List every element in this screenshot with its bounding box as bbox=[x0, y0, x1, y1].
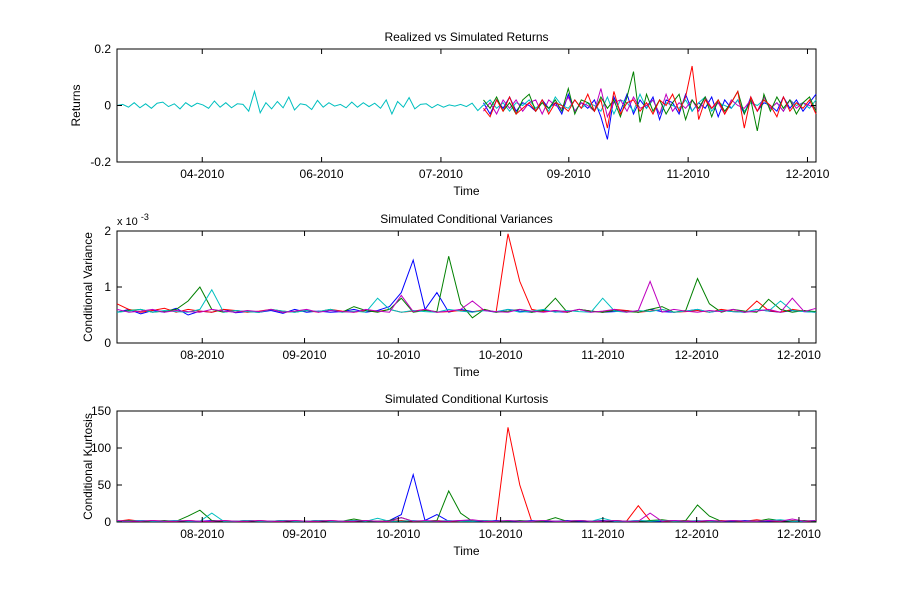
x-tick-label: 12-2010 bbox=[785, 167, 829, 181]
x-tick-label: 09-2010 bbox=[283, 527, 327, 541]
chart-title: Realized vs Simulated Returns bbox=[384, 30, 548, 44]
y-axis-label: Conditional Kurtosis bbox=[81, 413, 95, 520]
y-tick-label: 50 bbox=[98, 478, 112, 492]
x-tick-label: 12-2010 bbox=[777, 348, 821, 362]
y-axis-label: Returns bbox=[69, 84, 83, 126]
x-tick-label: 09-2010 bbox=[547, 167, 591, 181]
y-tick-label: 0 bbox=[104, 336, 111, 350]
y-tick-label: 1 bbox=[104, 280, 111, 294]
x-tick-label: 11-2010 bbox=[581, 527, 624, 541]
x-tick-label: 06-2010 bbox=[300, 167, 344, 181]
x-tick-label: 10-2010 bbox=[376, 527, 420, 541]
y-axis-label: Conditional Variance bbox=[81, 232, 95, 342]
y-tick-label: 2 bbox=[104, 224, 111, 238]
x-tick-label: 10-2010 bbox=[479, 527, 523, 541]
series-line-1-6 bbox=[483, 65, 817, 129]
plot-area-3 bbox=[116, 410, 817, 523]
x-tick-label: 09-2010 bbox=[283, 348, 327, 362]
y-scale-exponent: -3 bbox=[141, 212, 149, 222]
x-tick-label: 12-2010 bbox=[675, 527, 719, 541]
y-scale-label: x 10 -3 bbox=[117, 212, 149, 228]
series-line-1-5 bbox=[483, 71, 817, 132]
x-tick-label: 11-2010 bbox=[581, 348, 624, 362]
x-axis-label: Time bbox=[453, 365, 480, 379]
chart-title: Simulated Conditional Variances bbox=[380, 212, 553, 226]
x-tick-label: 12-2010 bbox=[675, 348, 719, 362]
y-tick-label: 150 bbox=[91, 404, 111, 418]
x-tick-label: 10-2010 bbox=[479, 348, 523, 362]
series-line-2-4 bbox=[116, 288, 817, 313]
x-tick-label: 12-2010 bbox=[777, 527, 821, 541]
y-tick-label: -0.2 bbox=[90, 155, 111, 169]
series-line-1-1 bbox=[116, 89, 484, 116]
x-axis-label: Time bbox=[453, 544, 480, 558]
y-tick-label: 0.2 bbox=[94, 42, 111, 56]
y-tick-label: 0 bbox=[104, 515, 111, 529]
plot-area-2 bbox=[116, 230, 817, 344]
series-line-2-5 bbox=[116, 280, 817, 313]
plot-area-1 bbox=[116, 48, 817, 163]
y-tick-label: 100 bbox=[91, 441, 111, 455]
x-tick-label: 11-2010 bbox=[667, 167, 710, 181]
x-axis-label: Time bbox=[453, 184, 480, 198]
x-tick-label: 10-2010 bbox=[376, 348, 420, 362]
x-tick-label: 04-2010 bbox=[180, 167, 224, 181]
x-tick-label: 07-2010 bbox=[419, 167, 463, 181]
y-tick-label: 0 bbox=[104, 99, 111, 113]
x-tick-label: 08-2010 bbox=[180, 348, 224, 362]
chart-title: Simulated Conditional Kurtosis bbox=[385, 392, 548, 406]
series-line-3-5 bbox=[116, 512, 817, 522]
x-tick-label: 08-2010 bbox=[180, 527, 224, 541]
